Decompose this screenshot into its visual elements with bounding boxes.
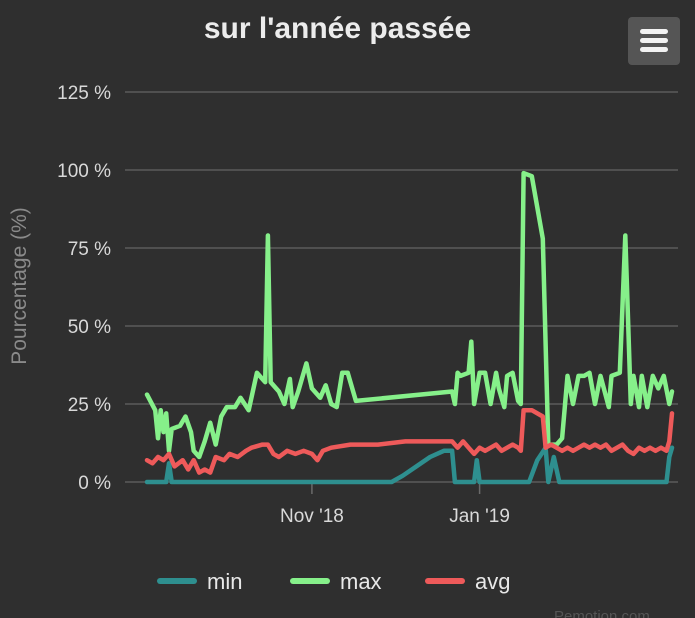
gridlines bbox=[125, 91, 678, 483]
x-tick-label: Nov '18 bbox=[280, 506, 344, 527]
chart-menu-button[interactable] bbox=[628, 17, 680, 65]
chart-credit[interactable]: Pemotion.com bbox=[554, 608, 650, 618]
y-axis-label: Pourcentage (%) bbox=[8, 207, 31, 365]
legend-label: avg bbox=[475, 569, 510, 594]
y-tick-label: 25 % bbox=[68, 395, 111, 416]
legend-label: max bbox=[340, 569, 382, 594]
series-line-max bbox=[144, 170, 675, 460]
y-tick-label: 125 % bbox=[57, 83, 111, 104]
y-tick-label: 100 % bbox=[57, 161, 111, 182]
series-line-min bbox=[144, 445, 675, 485]
legend-label: min bbox=[207, 569, 242, 594]
legend-item-avg[interactable]: avg bbox=[425, 569, 510, 594]
y-tick-label: 50 % bbox=[68, 317, 111, 338]
x-tick-label: Jan '19 bbox=[449, 506, 510, 527]
y-tick-label: 75 % bbox=[68, 239, 111, 260]
x-axis-ticks: Nov '18 Jan '19 bbox=[280, 482, 510, 527]
legend[interactable]: min max avg bbox=[157, 569, 510, 594]
legend-item-max[interactable]: max bbox=[290, 569, 382, 594]
series-line-avg bbox=[144, 407, 675, 475]
chart-title: sur l'année passée bbox=[203, 12, 472, 45]
y-tick-label: 0 % bbox=[78, 473, 111, 494]
legend-item-min[interactable]: min bbox=[157, 569, 242, 594]
series-lines bbox=[144, 170, 675, 485]
y-axis-ticks: 0 % 25 % 50 % 75 % 100 % 125 % bbox=[57, 83, 111, 494]
